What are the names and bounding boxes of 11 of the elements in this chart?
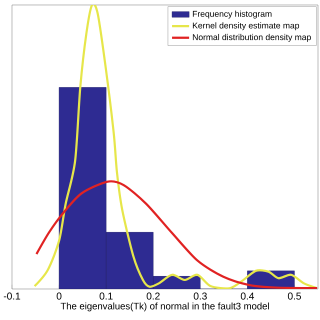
legend-label: Frequency histogram [192, 10, 272, 19]
x-tick-label: -0.1 [4, 292, 20, 300]
x-tick-label: 0 [56, 292, 62, 300]
x-tick-label: 0.2 [146, 292, 160, 300]
x-tick-label: 0.3 [194, 292, 207, 300]
legend-label: Kernel density estimate map [192, 22, 300, 30]
legend-label: Normal distribution density map [192, 34, 311, 42]
x-tick-label: 0.4 [240, 292, 254, 300]
x-tick-label: 0.5 [288, 292, 301, 300]
x-tick-label: 0.1 [100, 292, 113, 300]
x-axis-title: The eigenvalues(Tk) of normal in the fault3 model [60, 302, 269, 312]
